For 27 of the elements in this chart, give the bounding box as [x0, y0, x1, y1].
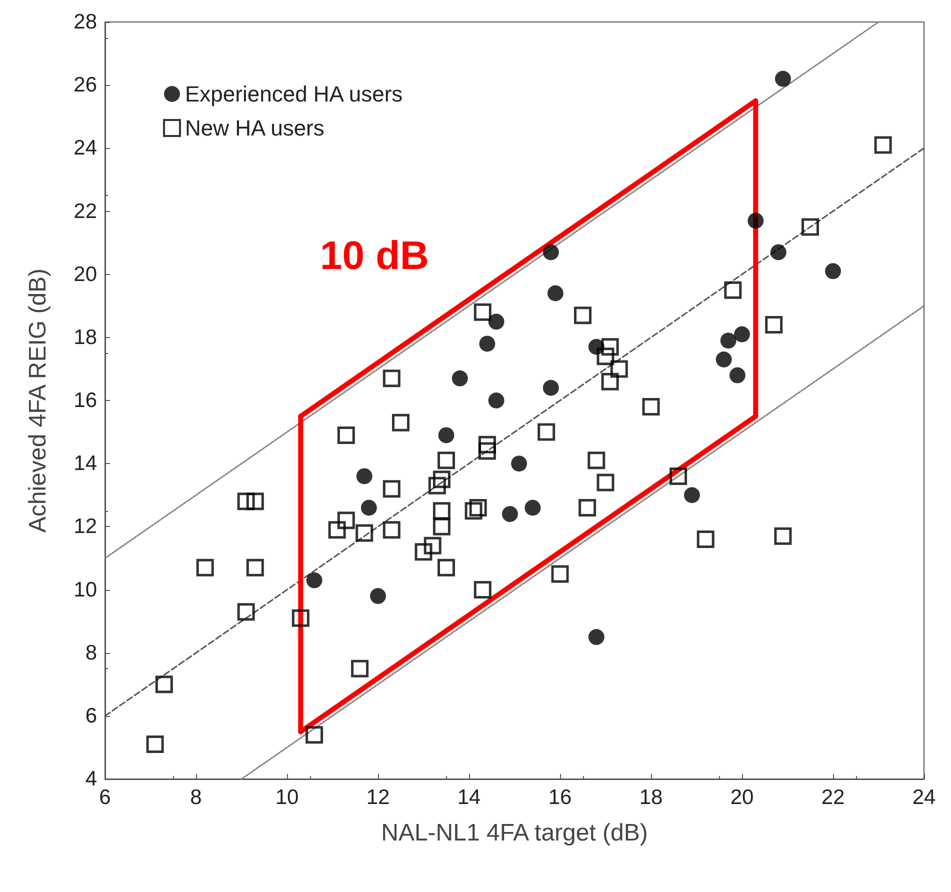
y-tick-label: 26: [74, 74, 97, 97]
x-tick-label: 8: [190, 786, 202, 809]
x-tick-label: 16: [548, 786, 572, 809]
y-tick-label: 8: [85, 641, 97, 664]
x-tick-label: 20: [730, 786, 754, 809]
x-tick-label: 24: [912, 786, 936, 809]
y-tick-label: 22: [74, 200, 97, 223]
y-tick-label: 6: [85, 704, 97, 728]
y-tick-label: 10: [74, 578, 97, 602]
y-axis-title: Achieved 4FA REIG (dB): [24, 268, 52, 533]
legend-label: New HA users: [185, 116, 324, 140]
y-tick-label: 12: [74, 515, 97, 538]
y-tick-label: 24: [74, 136, 98, 160]
y-tick-label: 4: [85, 768, 98, 790]
y-tick-label: 28: [74, 10, 97, 34]
y-tick-label: 16: [74, 389, 97, 412]
y-tick-label: 20: [74, 262, 97, 286]
x-tick-label: 22: [821, 786, 845, 809]
y-tick-label: 18: [74, 326, 97, 349]
x-tick-label: 10: [275, 786, 299, 809]
legend-label: Experienced HA users: [185, 82, 403, 106]
x-tick-label: 12: [366, 786, 390, 809]
x-tick-label: 14: [457, 786, 481, 809]
annotation: 10 dB: [320, 234, 429, 278]
x-axis-title: NAL-NL1 4FA target (dB): [381, 820, 648, 846]
y-tick-label: 14: [74, 452, 98, 476]
x-tick-label: 18: [639, 786, 663, 809]
